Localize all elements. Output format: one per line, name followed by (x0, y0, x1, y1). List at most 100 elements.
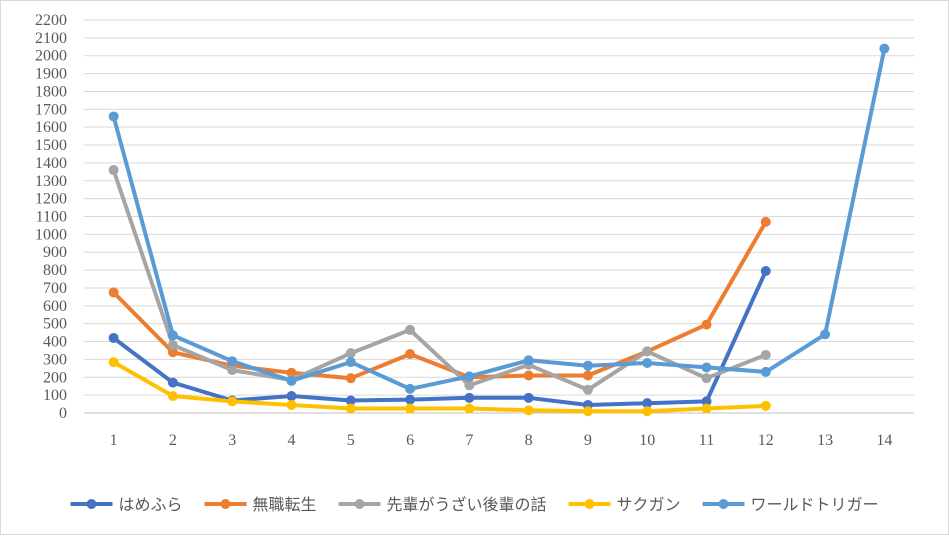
data-point (167, 340, 178, 351)
data-point (464, 371, 475, 382)
data-point (108, 357, 119, 368)
data-point (523, 355, 534, 366)
data-point (405, 349, 416, 360)
data-point (701, 362, 712, 373)
legend-swatch-marker (584, 499, 595, 509)
data-point (464, 392, 475, 403)
legend-item: ワールドトリガー (702, 496, 879, 514)
y-tick-label: 100 (43, 387, 67, 404)
legend: はめふら 無職転生 先輩がうざい後輩の話 サクガン ワールドトリガー (70, 495, 879, 514)
x-tick-label: 1 (110, 432, 118, 449)
data-point (760, 216, 771, 227)
legend-swatch-marker (354, 499, 365, 509)
data-point (286, 375, 297, 386)
y-tick-label: 1100 (36, 209, 67, 226)
data-point (642, 406, 653, 417)
series-lines (111, 46, 887, 414)
x-tick-label: 9 (584, 432, 592, 449)
data-point (582, 406, 593, 417)
data-point (464, 403, 475, 414)
data-point (345, 403, 356, 414)
x-tick-label: 14 (876, 432, 892, 449)
data-point (108, 111, 119, 122)
y-tick-label: 900 (43, 244, 67, 261)
y-tick-label: 0 (59, 405, 67, 422)
x-tick-label: 4 (288, 432, 296, 449)
series-line-2 (111, 219, 768, 381)
y-tick-label: 1700 (35, 101, 67, 118)
y-tick-label: 1200 (35, 191, 67, 208)
data-point (820, 329, 831, 340)
y-tick-label: 1300 (35, 173, 67, 190)
x-tick-label: 6 (406, 432, 414, 449)
data-point (760, 366, 771, 377)
data-point (760, 349, 771, 360)
legend-swatch-marker (220, 499, 231, 509)
data-point (582, 370, 593, 381)
data-point (582, 384, 593, 395)
legend-item: 無職転生 (204, 496, 317, 514)
data-point (701, 403, 712, 414)
data-point (701, 373, 712, 384)
gridlines (84, 19, 914, 414)
series-points (108, 43, 890, 417)
data-point (405, 383, 416, 394)
data-point (108, 332, 119, 343)
x-tick-label: 12 (758, 432, 774, 449)
data-point (405, 394, 416, 405)
data-point (523, 405, 534, 416)
y-tick-label: 2100 (35, 30, 67, 47)
legend-item: 先輩がうざい後輩の話 (338, 495, 547, 514)
data-point (108, 165, 119, 176)
data-point (167, 347, 178, 358)
y-tick-label: 1600 (35, 119, 67, 136)
x-axis-ticks: 1 2 3 4 5 6 7 8 9 10 11 12 13 14 (110, 432, 893, 449)
x-tick-label: 7 (465, 432, 473, 449)
data-point (286, 391, 297, 402)
data-point (227, 396, 238, 407)
series-line-4 (111, 360, 768, 414)
x-tick-label: 5 (347, 432, 355, 449)
data-point (464, 380, 475, 391)
legend-label: サクガン (617, 496, 681, 514)
data-point (879, 43, 890, 54)
legend-label: 先輩がうざい後輩の話 (387, 495, 547, 514)
y-tick-label: 200 (43, 369, 67, 386)
x-tick-label: 11 (699, 432, 714, 449)
y-tick-label: 600 (43, 298, 67, 315)
y-tick-label: 1400 (35, 155, 67, 172)
data-point (701, 319, 712, 330)
data-point (167, 377, 178, 388)
data-point (701, 396, 712, 407)
series-line-5 (111, 46, 887, 391)
y-tick-label: 2000 (35, 48, 67, 65)
data-point (760, 265, 771, 276)
data-point (523, 370, 534, 381)
data-point (286, 367, 297, 378)
y-tick-label: 1500 (35, 137, 67, 154)
data-point (108, 287, 119, 298)
legend-label: ワールドトリガー (751, 496, 879, 514)
x-tick-label: 13 (817, 432, 833, 449)
x-tick-label: 8 (525, 432, 533, 449)
y-tick-label: 800 (43, 262, 67, 279)
series-line-1 (111, 269, 768, 407)
x-tick-label: 10 (639, 432, 655, 449)
legend-swatch-marker (86, 499, 97, 509)
x-tick-label: 3 (228, 432, 236, 449)
y-tick-label: 1900 (35, 66, 67, 83)
data-point (642, 398, 653, 409)
legend-label: はめふら (119, 497, 183, 514)
data-point (167, 391, 178, 402)
data-point (642, 346, 653, 357)
y-tick-label: 700 (43, 280, 67, 297)
data-point (405, 403, 416, 414)
y-tick-label: 400 (43, 334, 67, 351)
x-tick-label: 2 (169, 432, 177, 449)
y-tick-label: 1800 (35, 83, 67, 100)
legend-swatch-marker (718, 499, 729, 509)
data-point (582, 360, 593, 371)
data-point (760, 400, 771, 411)
